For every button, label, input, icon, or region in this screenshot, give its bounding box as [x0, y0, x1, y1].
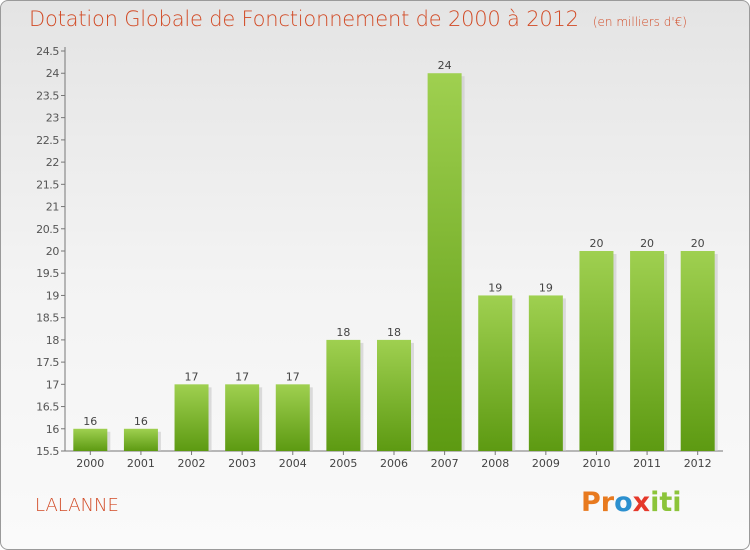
bar	[478, 295, 513, 451]
x-tick-label: 2009	[532, 457, 560, 470]
unit-note: (en milliers d'€)	[592, 15, 687, 29]
x-tick-label: 2002	[178, 457, 206, 470]
bar-value-label: 20	[640, 237, 654, 250]
bar	[174, 384, 209, 451]
bar-value-label: 19	[539, 281, 553, 294]
bar	[528, 295, 563, 451]
bar	[123, 428, 158, 451]
bar	[326, 339, 361, 451]
y-tick-label: 20.5	[36, 223, 59, 236]
y-tick-label: 21.5	[36, 178, 59, 191]
logo-part: o	[614, 487, 633, 518]
y-tick-label: 18	[46, 334, 60, 347]
bar	[579, 251, 614, 451]
bar-value-label: 19	[488, 281, 502, 294]
bar	[377, 339, 411, 451]
bar	[73, 428, 108, 451]
bar	[680, 251, 715, 451]
y-tick-label: 23	[46, 112, 60, 125]
x-tick-label: 2010	[582, 457, 610, 470]
y-tick-label: 22	[46, 156, 59, 169]
y-tick-label: 19	[46, 289, 60, 302]
bar-value-label: 17	[185, 370, 199, 383]
x-tick-label: 2005	[329, 457, 357, 470]
y-tick-label: 24	[46, 67, 60, 80]
chart-title-block: Dotation Globale de Fonctionnement de 20…	[29, 7, 687, 31]
y-tick-label: 16.5	[36, 401, 59, 414]
logo-part: x	[632, 487, 651, 518]
x-tick-label: 2012	[684, 457, 712, 470]
bar-value-label: 20	[691, 237, 705, 250]
y-tick-label: 19.5	[36, 267, 59, 280]
x-tick-label: 2000	[76, 457, 104, 470]
bar-value-label: 16	[134, 415, 148, 428]
bar-value-label: 18	[387, 326, 401, 339]
chart-title: Dotation Globale de Fonctionnement de 20…	[29, 7, 579, 31]
y-tick-label: 21	[46, 201, 59, 214]
logo-part: Pr	[581, 487, 615, 518]
bar-value-label: 17	[235, 370, 249, 383]
bar-value-label: 17	[286, 370, 300, 383]
proxiti-logo: Proxiti	[581, 487, 682, 518]
x-tick-label: 2006	[380, 457, 408, 470]
y-tick-label: 16	[46, 423, 60, 436]
y-tick-label: 18.5	[36, 312, 59, 325]
y-tick-label: 23.5	[36, 89, 59, 102]
y-tick-label: 22.5	[36, 134, 59, 147]
bar-value-label: 16	[83, 415, 97, 428]
x-tick-label: 2008	[481, 457, 509, 470]
y-tick-label: 24.5	[36, 45, 59, 58]
x-tick-label: 2004	[279, 457, 307, 470]
x-tick-label: 2001	[127, 457, 155, 470]
bar	[630, 251, 665, 451]
y-tick-label: 17	[46, 378, 60, 391]
bar	[225, 384, 260, 451]
bar-value-label: 18	[336, 326, 350, 339]
y-tick-label: 17.5	[36, 356, 59, 369]
y-tick-label: 20	[46, 245, 60, 258]
bar-value-label: 20	[589, 237, 603, 250]
x-tick-label: 2003	[228, 457, 256, 470]
bar-value-label: 24	[438, 59, 452, 72]
commune-name: LALANNE	[35, 495, 119, 516]
bar	[427, 73, 462, 451]
bar	[275, 384, 310, 451]
x-tick-label: 2011	[633, 457, 661, 470]
x-tick-label: 2007	[431, 457, 459, 470]
logo-part: iti	[650, 487, 682, 518]
y-tick-label: 15.5	[36, 445, 59, 458]
